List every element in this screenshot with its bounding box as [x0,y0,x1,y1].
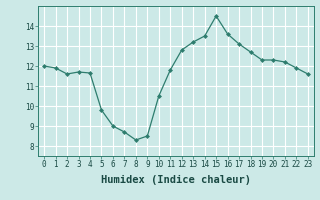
X-axis label: Humidex (Indice chaleur): Humidex (Indice chaleur) [101,175,251,185]
